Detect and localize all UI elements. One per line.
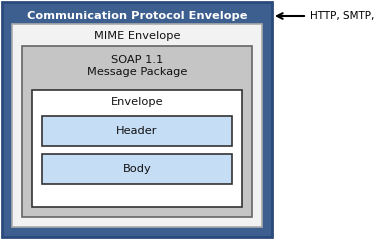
Bar bbox=[2, 2, 272, 237]
Bar bbox=[12, 24, 262, 227]
Text: Header: Header bbox=[116, 126, 158, 136]
Text: SOAP 1.1
Message Package: SOAP 1.1 Message Package bbox=[87, 55, 187, 77]
Bar bbox=[42, 154, 232, 184]
Text: Communication Protocol Envelope: Communication Protocol Envelope bbox=[27, 11, 247, 21]
Text: Body: Body bbox=[123, 164, 152, 174]
Text: Envelope: Envelope bbox=[111, 97, 163, 107]
Bar bbox=[42, 116, 232, 146]
Bar bbox=[22, 46, 252, 217]
Bar bbox=[32, 90, 242, 207]
Text: MIME Envelope: MIME Envelope bbox=[94, 31, 180, 41]
Text: HTTP, SMTP, ...: HTTP, SMTP, ... bbox=[310, 11, 377, 21]
